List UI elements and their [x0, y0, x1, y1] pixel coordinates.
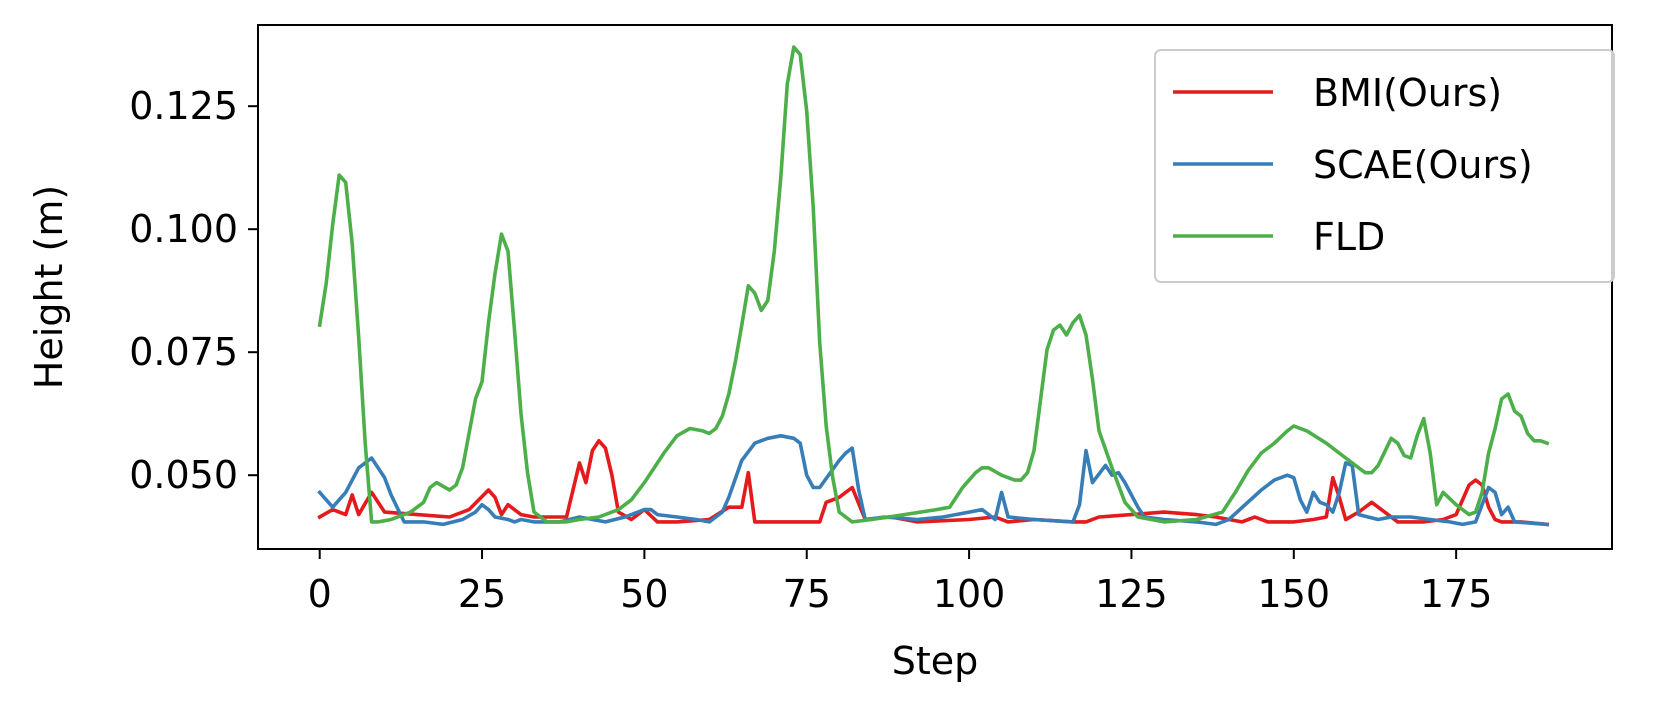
- x-axis: 0 25 50 75 100 125 150 175: [308, 549, 1493, 616]
- series-line-3: [317, 45, 1550, 524]
- x-tick-label: 125: [1095, 572, 1168, 616]
- legend-box: [1154, 49, 1615, 283]
- x-axis-label: Step: [892, 639, 979, 683]
- legend-label-1: BMI(Ours): [1313, 71, 1502, 115]
- x-tick-label: 0: [308, 572, 332, 616]
- legend-label-2: SCAE(Ours): [1313, 143, 1533, 187]
- x-tick-label: 100: [933, 572, 1006, 616]
- x-tick-label: 150: [1258, 572, 1331, 616]
- plot-frame: [257, 24, 1613, 550]
- series-line-2: [317, 434, 1550, 527]
- y-tick-label: 0.125: [129, 84, 238, 128]
- y-tick-label: 0.075: [129, 330, 238, 374]
- legend: BMI(Ours) SCAE(Ours) FLD: [1154, 49, 1615, 283]
- x-tick-label: 175: [1420, 572, 1493, 616]
- y-tick-label: 0.050: [129, 453, 238, 497]
- y-axis-label: Height (m): [27, 185, 71, 389]
- x-tick-label: 25: [458, 572, 506, 616]
- x-tick-label: 50: [620, 572, 668, 616]
- legend-label-3: FLD: [1313, 215, 1385, 259]
- y-axis: 0.050 0.075 0.100 0.125: [129, 84, 258, 497]
- x-tick-label: 75: [783, 572, 831, 616]
- series-layer: [317, 45, 1550, 527]
- y-tick-label: 0.100: [129, 207, 238, 251]
